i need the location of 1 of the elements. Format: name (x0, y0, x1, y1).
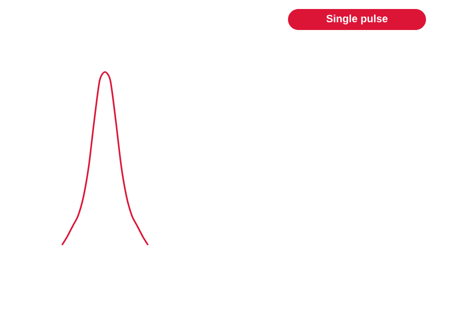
text: Single pulse (326, 14, 388, 24)
